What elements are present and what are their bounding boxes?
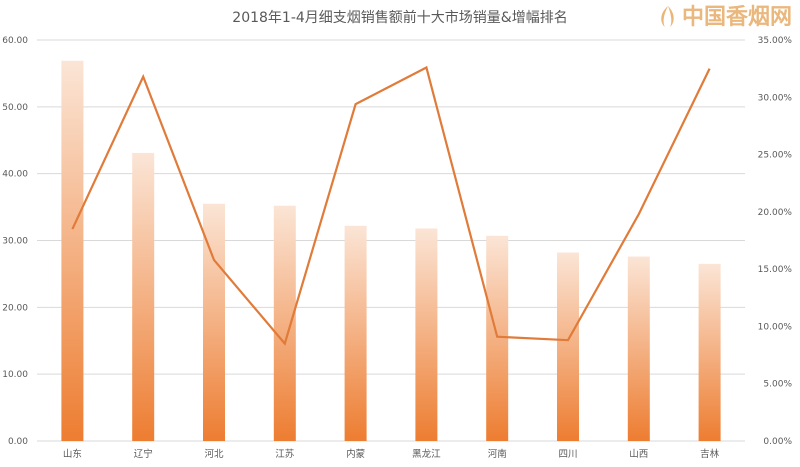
chart-title: 2018年1-4月细支烟销售额前十大市场销量&增幅排名 — [232, 9, 567, 26]
watermark-text: 中国香烟网 — [681, 4, 792, 30]
left-tick-label: 60.00 — [2, 36, 28, 46]
category-label: 河北 — [204, 448, 224, 460]
right-tick-label: 25.00% — [758, 151, 793, 161]
left-tick-label: 30.00 — [2, 237, 28, 247]
category-label: 黑龙江 — [412, 448, 441, 460]
category-label: 辽宁 — [134, 448, 153, 460]
left-tick-label: 0.00 — [8, 437, 28, 447]
bar-辽宁 — [132, 152, 155, 441]
left-tick-label: 40.00 — [2, 170, 28, 180]
right-tick-label: 15.00% — [758, 265, 793, 275]
watermark-logo: 中国香烟网 — [657, 2, 792, 32]
bar-河北 — [203, 203, 225, 441]
leaf-logo-icon — [661, 6, 674, 27]
growth-line — [71, 65, 711, 346]
category-label: 江苏 — [275, 448, 295, 460]
bar-内蒙 — [344, 225, 367, 441]
right-tick-label: 10.00% — [758, 322, 793, 332]
bar-山东 — [61, 60, 84, 442]
bar-河南 — [486, 235, 509, 441]
bar-山西 — [627, 256, 650, 441]
left-tick-label: 50.00 — [2, 103, 28, 113]
right-tick-label: 5.00% — [763, 380, 792, 390]
right-tick-label: 35.00% — [758, 36, 793, 46]
right-tick-label: 0.00% — [763, 437, 792, 447]
category-label: 内蒙 — [346, 448, 365, 460]
right-tick-label: 30.00% — [758, 93, 793, 103]
category-label: 四川 — [558, 449, 577, 460]
left-tick-label: 10.00 — [2, 370, 28, 380]
category-label: 山东 — [63, 448, 82, 460]
bar-四川 — [557, 252, 579, 441]
right-tick-label: 20.00% — [758, 208, 793, 218]
bar-黑龙江 — [415, 228, 438, 441]
category-label: 山西 — [629, 449, 648, 460]
left-tick-label: 20.00 — [2, 303, 28, 313]
bar-江苏 — [273, 205, 296, 441]
bar-吉林 — [698, 263, 721, 441]
category-label: 河南 — [488, 448, 507, 460]
category-label: 吉林 — [700, 448, 720, 460]
